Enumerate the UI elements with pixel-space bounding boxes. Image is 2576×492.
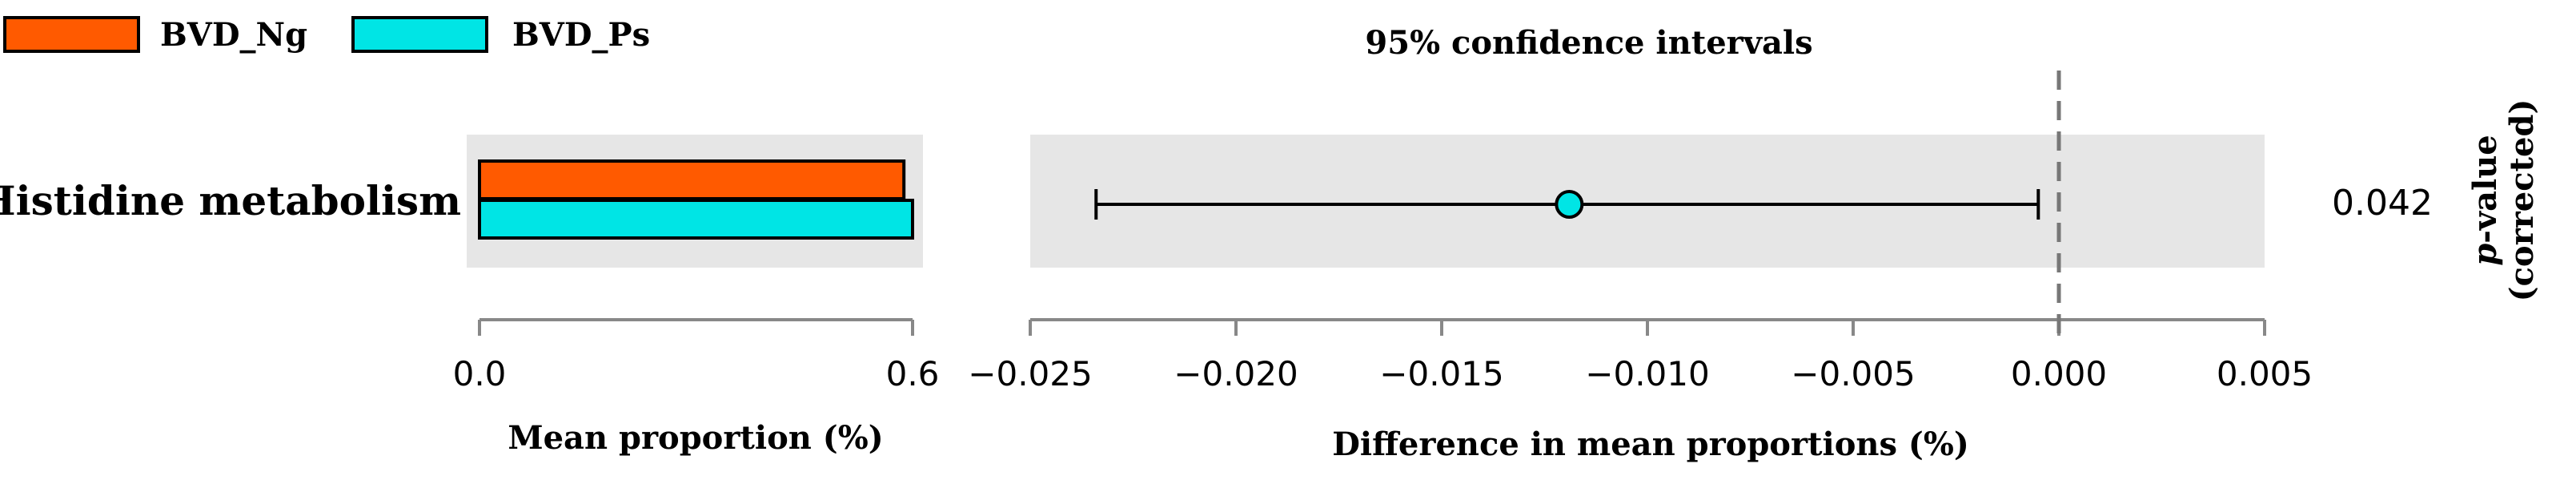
category-label: Histidine metabolism [0, 177, 461, 224]
ci-point-estimate [1555, 190, 1584, 219]
difference-tick-label: −0.015 [1379, 354, 1503, 393]
svg-text:p-value: p-value [2466, 135, 2504, 265]
difference-tick-label: 0.005 [2217, 354, 2313, 393]
mean-proportion-tick-label: 0.0 [453, 354, 507, 393]
legend-swatch-bvd-ps [351, 16, 488, 53]
difference-tick-label: −0.010 [1585, 354, 1709, 393]
difference-axis: −0.025 −0.020 −0.015 −0.010 −0.005 0.000 0.005 [968, 318, 2313, 393]
confidence-intervals [1094, 189, 2040, 220]
difference-axis-label: Difference in mean proportions (%) [1332, 425, 1969, 463]
p-value: 0.042 [2332, 183, 2433, 224]
difference-tick-label: 0.000 [2011, 354, 2107, 393]
p-value-header: p-value (corrected) [2466, 99, 2541, 302]
bar-bvd-ps [478, 199, 914, 240]
mean-proportion-bars [478, 159, 914, 240]
legend: BVD_Ng BVD_Ps [3, 16, 650, 54]
legend-swatch-bvd-ng [3, 16, 140, 53]
mean-proportion-tick-label: 0.6 [886, 354, 940, 393]
legend-label-bvd-ps: BVD_Ps [512, 16, 650, 54]
p-value-header-corrected: (corrected) [2503, 99, 2541, 302]
mean-proportion-axis-label: Mean proportion (%) [508, 419, 883, 457]
difference-tick-label: −0.025 [968, 354, 1092, 393]
bar-bvd-ng [478, 159, 906, 200]
p-value-header-rest: -value [2466, 135, 2504, 244]
p-value-header-p: p [2466, 244, 2504, 266]
difference-title: 95% confidence intervals [1365, 24, 1812, 62]
mean-proportion-axis: 0.0 0.6 [453, 318, 940, 393]
difference-tick-label: −0.020 [1174, 354, 1298, 393]
legend-label-bvd-ng: BVD_Ng [160, 16, 307, 54]
difference-tick-label: −0.005 [1791, 354, 1915, 393]
difference-panel-background [1030, 135, 2265, 268]
